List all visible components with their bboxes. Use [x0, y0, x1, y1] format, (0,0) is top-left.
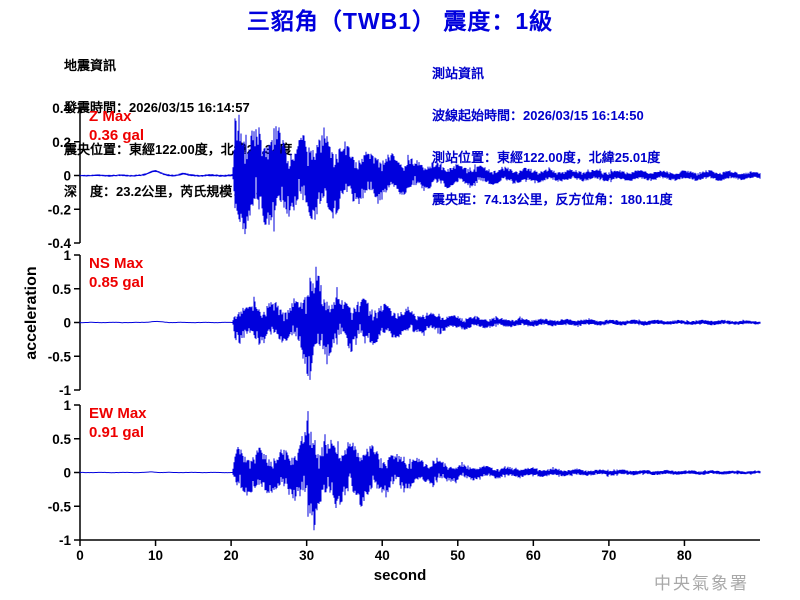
- svg-text:0.4: 0.4: [52, 101, 71, 116]
- svg-text:0.5: 0.5: [52, 282, 71, 297]
- svg-text:30: 30: [299, 548, 314, 563]
- z-max-title: Z Max: [89, 108, 132, 125]
- svg-text:-0.5: -0.5: [48, 349, 72, 364]
- svg-text:-1: -1: [59, 383, 71, 398]
- svg-text:0: 0: [63, 169, 71, 184]
- station-info-distance-azimuth: 震央距：74.13公里，反方位角：180.11度: [432, 192, 673, 207]
- svg-text:0.2: 0.2: [52, 135, 71, 150]
- svg-text:-1: -1: [59, 533, 71, 548]
- ew-max-title: EW Max: [89, 405, 147, 422]
- page-title: 三貂角（TWB1） 震度：1級: [246, 8, 554, 34]
- svg-text:1: 1: [63, 398, 71, 413]
- station-info-location: 測站位置：東經122.00度，北緯25.01度: [432, 150, 661, 165]
- z-max-value: 0.36 gal: [89, 127, 145, 144]
- ns-max-label: NS Max 0.85 gal: [89, 254, 144, 292]
- svg-text:-0.4: -0.4: [48, 236, 72, 251]
- ew-max-label: EW Max 0.91 gal: [89, 404, 147, 442]
- svg-text:-0.5: -0.5: [48, 499, 72, 514]
- y-axis-title: acceleration: [23, 266, 40, 360]
- ns-max-title: NS Max: [89, 255, 144, 272]
- agency-watermark: 中央氣象署: [654, 574, 749, 593]
- svg-text:10: 10: [148, 548, 163, 563]
- ns-max-value: 0.85 gal: [89, 274, 145, 291]
- x-axis-title: second: [373, 567, 427, 584]
- svg-text:40: 40: [375, 548, 390, 563]
- svg-text:1: 1: [63, 248, 71, 263]
- ew-max-value: 0.91 gal: [89, 424, 145, 441]
- station-info-heading: 測站資訊: [432, 66, 485, 81]
- svg-text:0: 0: [63, 316, 71, 331]
- svg-text:70: 70: [601, 548, 616, 563]
- station-info-block: 測站資訊 波線起始時間：2026/03/15 16:14:50 測站位置：東經1…: [432, 39, 673, 235]
- station-info-wave-start-time: 波線起始時間：2026/03/15 16:14:50: [432, 108, 644, 123]
- earthquake-info-origin-time: 發震時間：2026/03/15 16:14:57: [64, 100, 250, 115]
- svg-text:80: 80: [677, 548, 692, 563]
- z-max-label: Z Max 0.36 gal: [89, 107, 144, 145]
- svg-text:0: 0: [76, 548, 84, 563]
- svg-text:20: 20: [224, 548, 239, 563]
- svg-text:0: 0: [63, 466, 71, 481]
- svg-text:60: 60: [526, 548, 541, 563]
- svg-text:-0.2: -0.2: [48, 202, 71, 217]
- earthquake-info-heading: 地震資訊: [64, 58, 117, 73]
- svg-text:50: 50: [450, 548, 465, 563]
- svg-text:0.5: 0.5: [52, 432, 71, 447]
- earthquake-info-depth-magnitude: 深 度：23.2公里，芮氏規模：5.4: [64, 184, 264, 199]
